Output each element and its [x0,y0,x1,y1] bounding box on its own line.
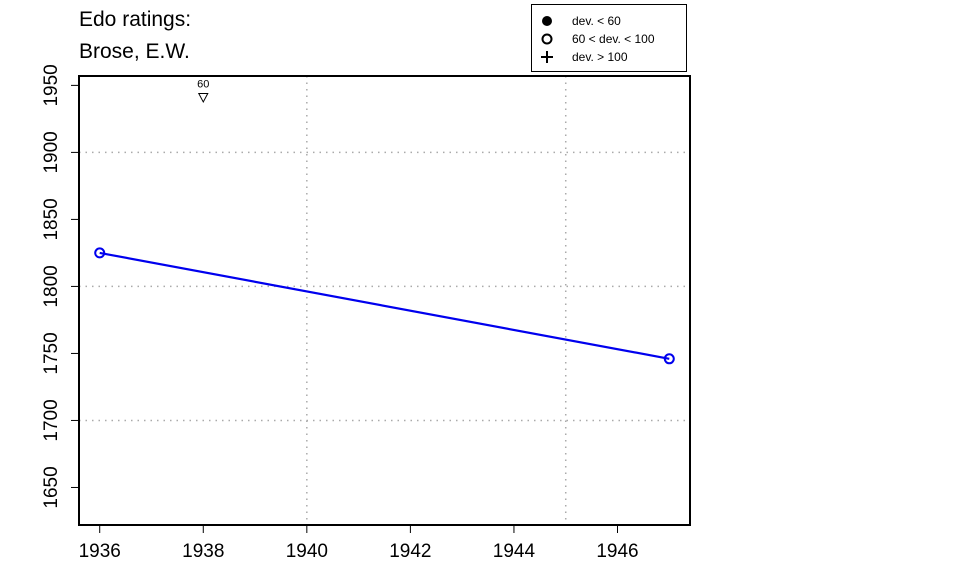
legend-label: dev. < 60 [572,14,621,28]
chart-title-line1: Edo ratings: [79,8,192,31]
y-tick-label: 1750 [41,332,62,374]
legend-label: dev. > 100 [572,50,628,64]
plot-frame [78,75,691,526]
y-axis: 1650 1700 1750 1800 1850 1900 1950 [41,64,79,509]
y-tick-label: 1900 [41,131,62,173]
plus-icon [541,51,553,63]
data-point [663,353,675,365]
x-tick-label: 1936 [79,541,121,562]
legend: dev. < 60 60 < dev. < 100 dev. > 100 [531,4,687,72]
filled-circle-icon [542,16,552,26]
y-tick-label: 1950 [41,64,62,106]
y-tick-label: 1850 [41,198,62,240]
x-tick-label: 1940 [286,541,328,562]
legend-item-dev-gt-100: dev. > 100 [532,49,686,67]
x-tick-label: 1938 [182,541,224,562]
down-triangle-marker [197,92,209,104]
chart-title-line2: Brose, E.W. [79,40,190,63]
x-tick-label: 1944 [493,541,536,562]
annotation-label: 60 [197,78,209,90]
series-layer [94,247,675,365]
y-tick-label: 1700 [41,399,62,441]
data-point [94,247,106,259]
y-tick-label: 1800 [41,265,62,307]
legend-item-dev-lt-60: dev. < 60 [532,13,686,31]
x-tick-label: 1946 [596,541,638,562]
y-tick-label: 1650 [41,466,62,508]
annotation-layer: 60 [197,78,209,104]
x-axis: 1936 1938 1940 1942 1944 1946 [79,524,639,562]
open-circle-icon [541,33,553,45]
legend-label: 60 < dev. < 100 [572,32,655,46]
legend-item-dev-60-100: 60 < dev. < 100 [532,31,686,49]
series-line [99,251,670,360]
grid-lines [79,76,690,525]
x-tick-label: 1942 [389,541,431,562]
